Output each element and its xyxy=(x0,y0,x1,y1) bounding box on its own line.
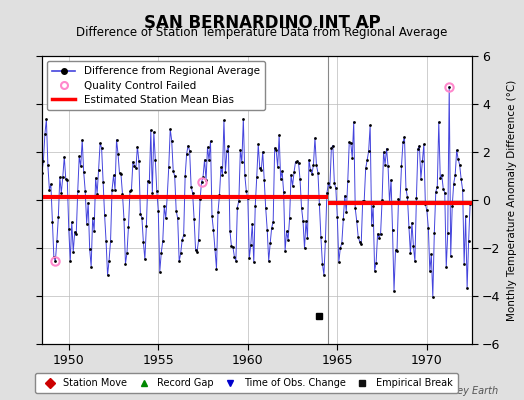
Legend: Difference from Regional Average, Quality Control Failed, Estimated Station Mean: Difference from Regional Average, Qualit… xyxy=(47,61,265,110)
Text: SAN BERNARDINO INT AP: SAN BERNARDINO INT AP xyxy=(144,14,380,32)
Text: Difference of Station Temperature Data from Regional Average: Difference of Station Temperature Data f… xyxy=(77,26,447,39)
Legend: Station Move, Record Gap, Time of Obs. Change, Empirical Break: Station Move, Record Gap, Time of Obs. C… xyxy=(35,374,457,393)
Y-axis label: Monthly Temperature Anomaly Difference (°C): Monthly Temperature Anomaly Difference (… xyxy=(507,79,517,321)
Text: Berkeley Earth: Berkeley Earth xyxy=(425,386,498,396)
